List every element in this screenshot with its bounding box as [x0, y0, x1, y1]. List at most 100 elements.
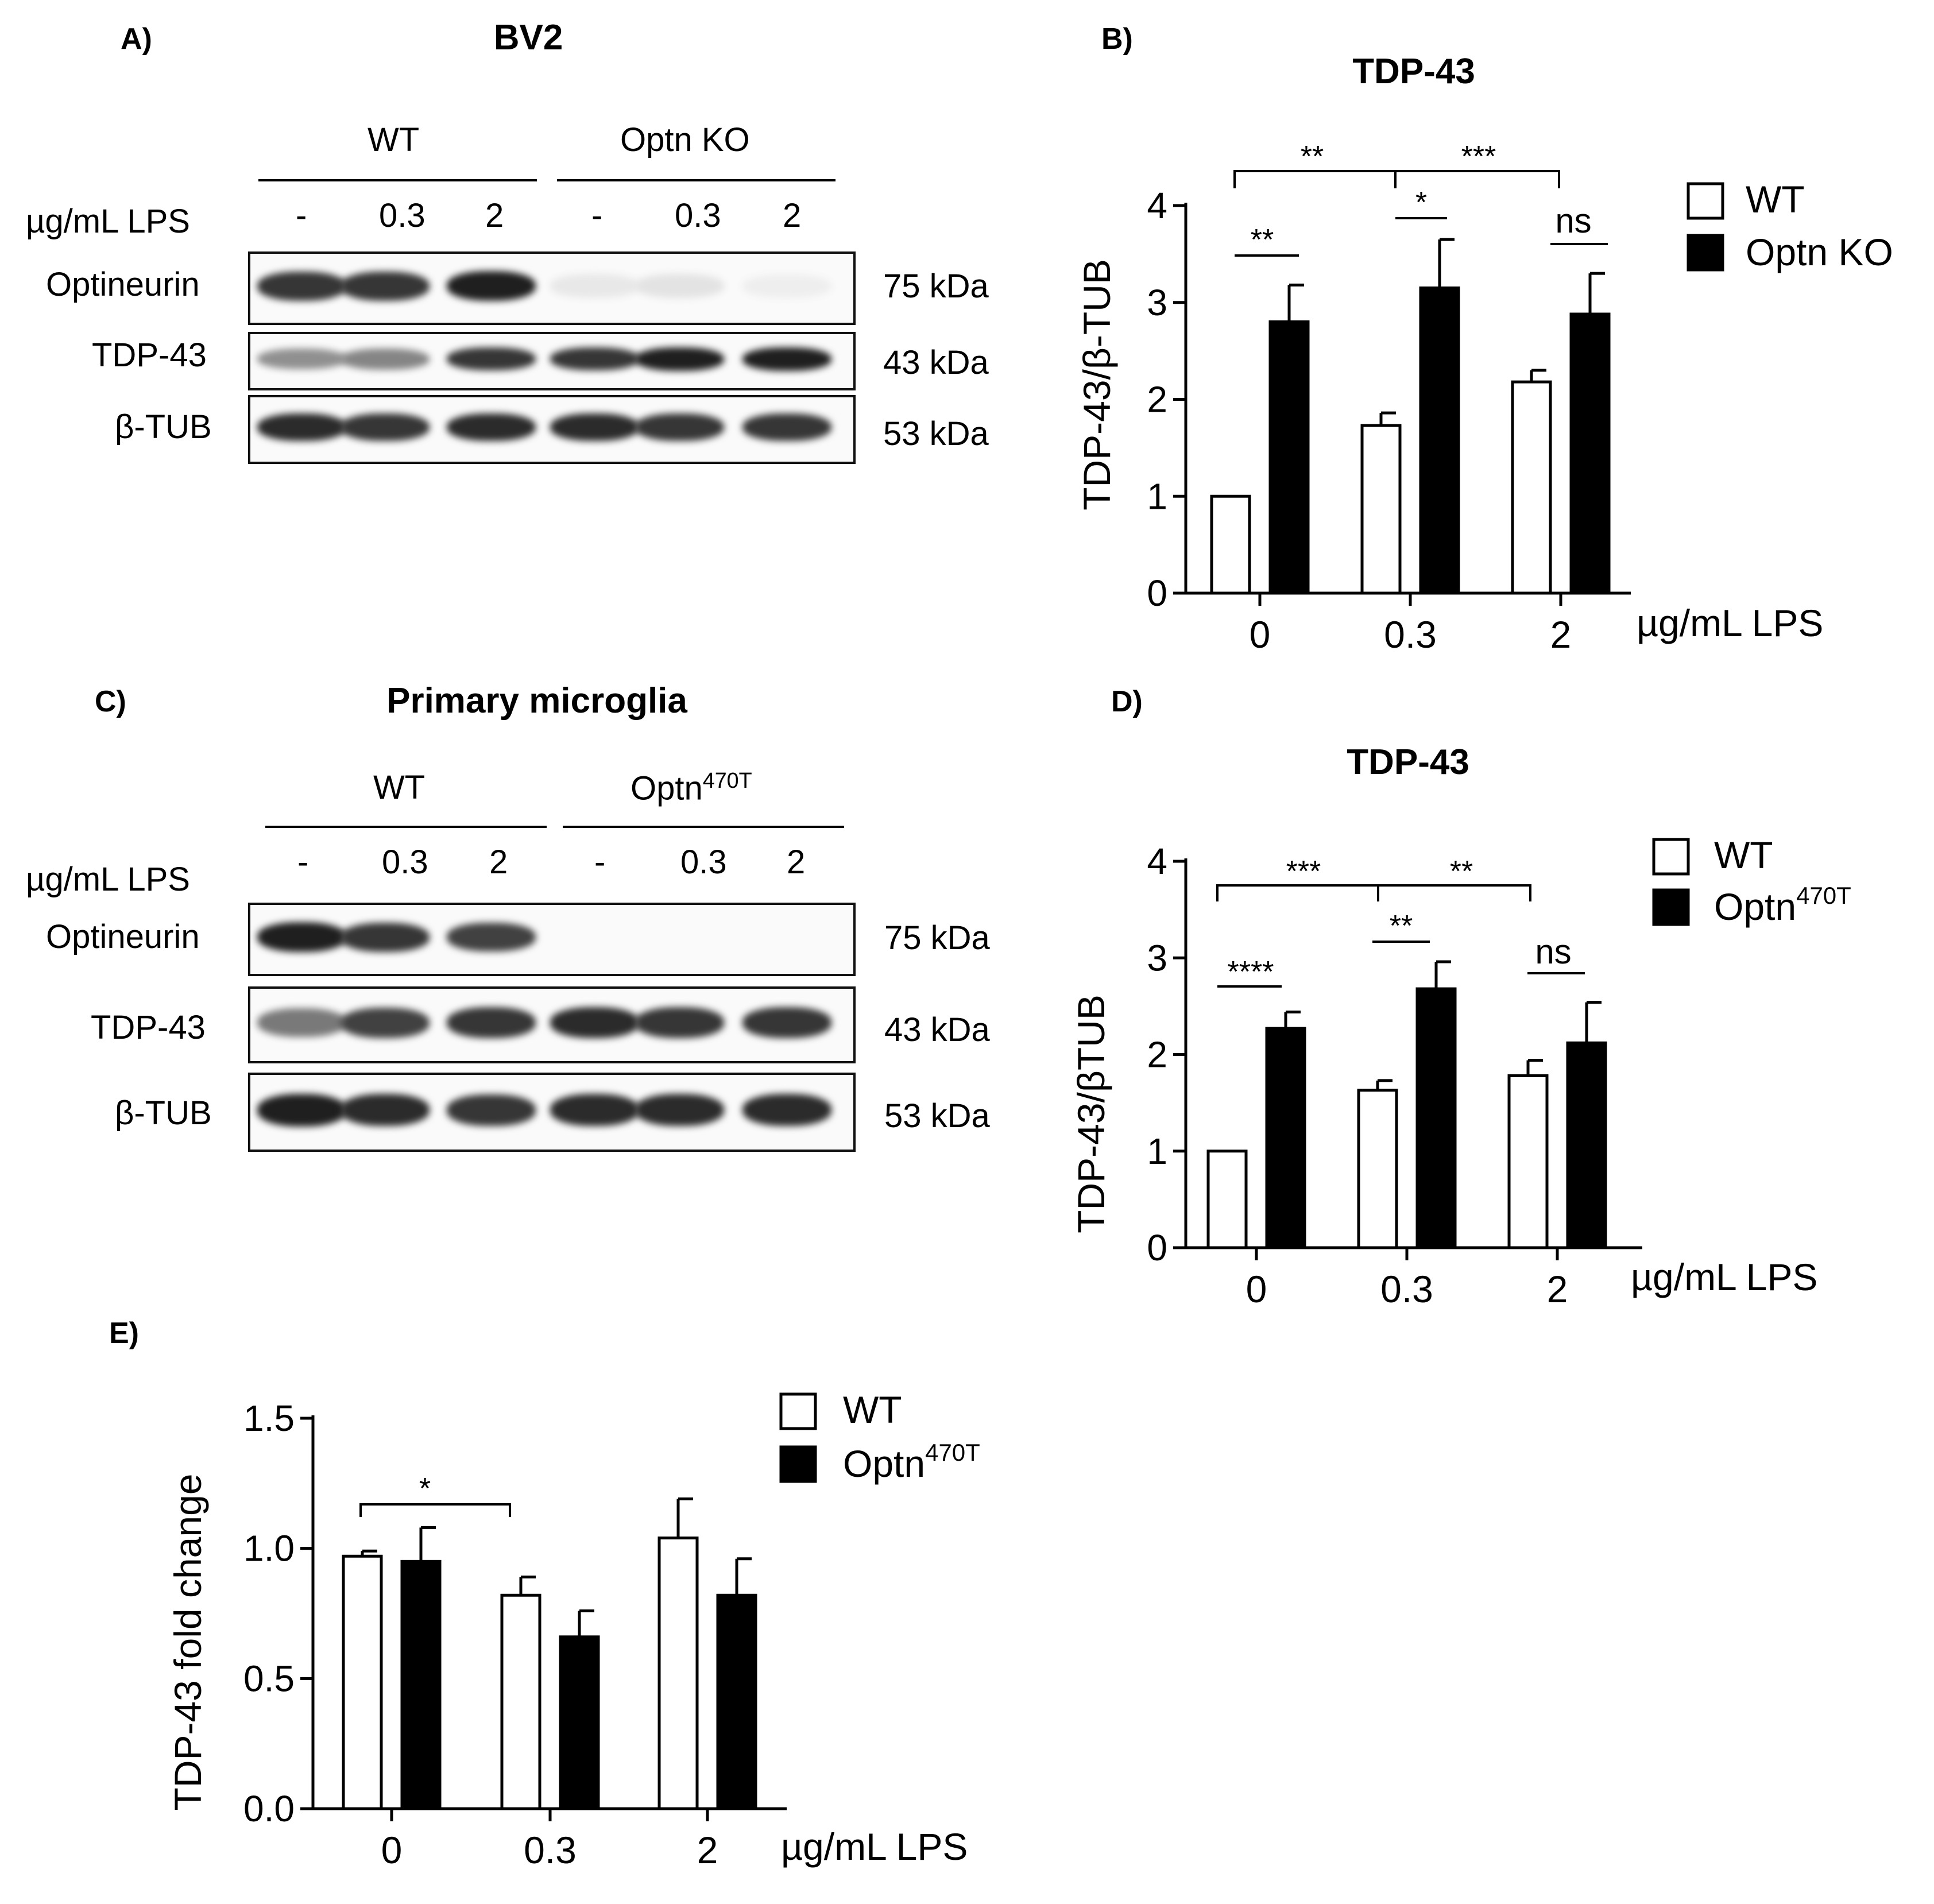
- panel-c-blot-optineurin: [248, 903, 856, 976]
- panel-b-legend-ko-swatch: [1687, 234, 1724, 272]
- panel-b-label: B): [1101, 22, 1133, 56]
- bar-wt: [1206, 1150, 1248, 1249]
- bar-optn470t: [1415, 987, 1457, 1249]
- blot-band: [257, 349, 346, 369]
- panel-e-xlabel: µg/mL LPS: [781, 1825, 968, 1868]
- panel-b-title: TDP-43: [1352, 52, 1475, 91]
- panel-c-wt-line: [265, 826, 547, 828]
- panel-c-row-btub: β-TUB: [115, 1094, 212, 1132]
- panel-c-lane-5: 0.3: [680, 843, 727, 881]
- panel-c-blot-tdp43: [248, 986, 856, 1063]
- panel-c-group-optn-sup: 470T: [702, 768, 752, 792]
- panel-c-lps-label: µg/mL LPS: [26, 861, 190, 898]
- blot-band: [550, 1094, 639, 1126]
- panel-a-lane-2: 0.3: [379, 197, 426, 234]
- panel-e-label: E): [109, 1317, 139, 1350]
- y-tick-label: 0.5: [243, 1658, 295, 1699]
- blot-band: [742, 274, 831, 298]
- panel-b-annot-3: **: [1251, 223, 1274, 257]
- x-tick-label: 0.3: [524, 1829, 577, 1871]
- panel-e-legend-wt: WT: [843, 1388, 902, 1431]
- bar-optn-ko: [1419, 286, 1460, 595]
- panel-c-lane-4: -: [594, 843, 606, 881]
- panel-c-kda-53: 53 kDa: [884, 1097, 990, 1135]
- blot-band: [341, 349, 430, 370]
- blot-band: [341, 1008, 430, 1038]
- blot-band: [742, 1007, 831, 1038]
- x-tick-label: 0: [1246, 1268, 1267, 1303]
- y-tick-label: 0.0: [243, 1788, 295, 1829]
- blot-band: [447, 413, 536, 441]
- x-tick-label: 0.3: [1384, 613, 1437, 655]
- blot-band: [635, 1007, 724, 1038]
- panel-c-group-optn: Optn470T: [631, 768, 752, 807]
- panel-b-legend-wt-swatch: [1687, 182, 1724, 220]
- panel-e-legend-optn-text: Optn: [843, 1442, 925, 1485]
- blot-band: [550, 413, 639, 441]
- panel-a-label: A): [121, 22, 152, 56]
- panel-e-legend-optn-swatch: [779, 1445, 817, 1483]
- panel-a-lane-3: 2: [485, 197, 504, 234]
- panel-c-optn-line: [563, 826, 844, 828]
- panel-a-kda-53: 53 kDa: [883, 415, 989, 452]
- x-tick-label: 0.3: [1380, 1268, 1433, 1303]
- panel-e-legend-optn: Optn470T: [843, 1439, 980, 1485]
- panel-c-lane-3: 2: [489, 843, 508, 881]
- panel-e-legend-optn-sup: 470T: [925, 1439, 980, 1466]
- panel-c-group-wt: WT: [373, 769, 426, 806]
- blot-band: [341, 923, 430, 952]
- panel-b-legend-ko: Optn KO: [1746, 231, 1893, 273]
- panel-a-lps-label: µg/mL LPS: [26, 203, 190, 240]
- y-tick-label: 1: [1147, 1131, 1167, 1172]
- blot-band: [447, 923, 536, 951]
- panel-d-legend-optn-text: Optn: [1714, 885, 1796, 928]
- panel-c-row-optineurin: Optineurin: [46, 918, 200, 955]
- y-tick-label: 0: [1147, 572, 1167, 614]
- panel-a-lane-5: 0.3: [675, 197, 721, 234]
- panel-d-legend-wt: WT: [1714, 834, 1773, 876]
- significance-bracket: [1394, 170, 1560, 188]
- blot-band: [742, 1094, 831, 1126]
- blot-band: [635, 274, 724, 298]
- bar-wt: [1210, 494, 1251, 595]
- panel-a-row-optineurin: Optineurin: [46, 266, 200, 303]
- panel-b-legend: WT Optn KO: [1687, 178, 1893, 273]
- panel-b-annot-4: *: [1415, 186, 1427, 219]
- panel-c-group-optn-text: Optn: [631, 769, 703, 807]
- panel-b-legend-wt: WT: [1746, 178, 1805, 220]
- bar-optn470t: [1566, 1041, 1607, 1249]
- panel-c-label: C): [95, 685, 126, 718]
- panel-d-legend: WT Optn470T: [1652, 834, 1851, 928]
- blot-band: [257, 413, 346, 441]
- blot-band: [257, 1094, 346, 1127]
- blot-band: [742, 347, 831, 371]
- panel-d-xlabel: µg/mL LPS: [1631, 1256, 1817, 1298]
- panel-a-group-ko: Optn KO: [620, 121, 750, 158]
- panel-d-legend-optn-swatch: [1652, 888, 1690, 926]
- panel-a-lane-4: -: [591, 197, 603, 234]
- blot-band: [341, 1094, 430, 1126]
- panel-d-chart: TDP-43 TDP-43/βTUB µg/mL LPS *** ** ****…: [1070, 742, 1851, 1303]
- x-tick-label: 2: [1550, 613, 1572, 655]
- panel-e-ylabel: TDP-43 fold change: [167, 1473, 209, 1810]
- x-tick-label: 2: [697, 1829, 718, 1871]
- panel-d-annot-2: **: [1450, 855, 1473, 888]
- panel-a-ko-line: [557, 179, 836, 181]
- blot-band: [550, 347, 639, 370]
- bar-optn470t: [559, 1635, 600, 1810]
- panel-a-lane-6: 2: [783, 197, 802, 234]
- panel-c-title: Primary microglia: [386, 681, 687, 721]
- blot-band: [635, 347, 724, 371]
- panel-b-chart: TDP-43 TDP-43/β-TUB µg/mL LPS ** *** ** …: [1076, 52, 1893, 655]
- y-tick-label: 3: [1147, 282, 1167, 323]
- panel-a-wt-line: [258, 179, 537, 181]
- y-tick-label: 2: [1147, 379, 1167, 420]
- significance-bracket: [1233, 170, 1397, 188]
- panel-d-ylabel: TDP-43/βTUB: [1070, 994, 1112, 1233]
- y-tick-label: 1.0: [243, 1528, 295, 1569]
- significance-bracket: [1377, 884, 1531, 901]
- panel-d-legend-optn: Optn470T: [1714, 882, 1851, 928]
- bar-optn470t: [400, 1559, 442, 1810]
- bar-wt: [1360, 424, 1402, 595]
- blot-band: [635, 413, 724, 441]
